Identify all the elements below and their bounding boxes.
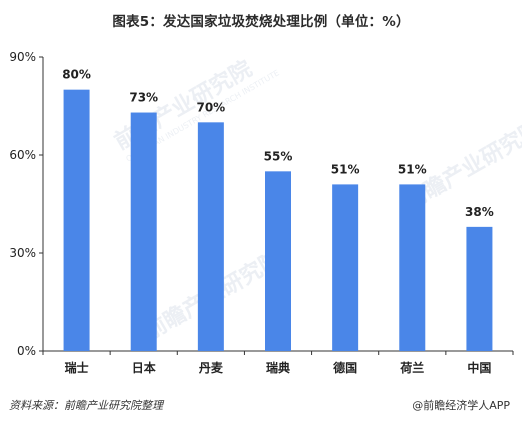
x-tick-label: 德国 bbox=[333, 360, 357, 375]
y-tick-label: 60% bbox=[9, 148, 36, 162]
bar-4 bbox=[265, 171, 291, 351]
chart-title: 图表5：发达国家垃圾焚烧处理比例（单位：%） bbox=[112, 14, 410, 30]
bar-6 bbox=[399, 184, 426, 351]
data-label: 73% bbox=[129, 91, 158, 105]
x-tick-label: 荷兰 bbox=[399, 360, 424, 375]
bar-3 bbox=[197, 122, 224, 351]
bar-2 bbox=[130, 112, 157, 352]
y-tick-label: 0% bbox=[17, 344, 36, 358]
data-label: 80% bbox=[62, 68, 91, 82]
source-note: 资料来源：前瞻产业研究院整理 bbox=[9, 399, 163, 412]
y-tick-label: 90% bbox=[9, 50, 36, 64]
x-tick-label: 瑞士 bbox=[65, 360, 89, 375]
bar-5 bbox=[332, 184, 359, 351]
x-tick-label: 瑞典 bbox=[266, 360, 290, 375]
x-tick-label: 中国 bbox=[467, 360, 491, 375]
y-tick-label: 30% bbox=[9, 246, 36, 260]
bar-7 bbox=[466, 226, 493, 351]
data-label: 51% bbox=[331, 162, 360, 176]
bar-1 bbox=[63, 89, 90, 352]
data-label: 51% bbox=[398, 162, 427, 176]
data-label: 38% bbox=[465, 205, 494, 219]
x-tick-label: 日本 bbox=[132, 360, 156, 375]
x-tick-label: 丹麦 bbox=[199, 360, 224, 375]
data-label: 55% bbox=[264, 149, 293, 163]
brand-credit: @前瞻经济学人APP bbox=[412, 399, 510, 412]
data-label: 70% bbox=[196, 100, 225, 114]
watermark-group: 前瞻产业研究院 QIANZHAN INDUSTRY RESEARCH INSTI… bbox=[110, 56, 522, 346]
